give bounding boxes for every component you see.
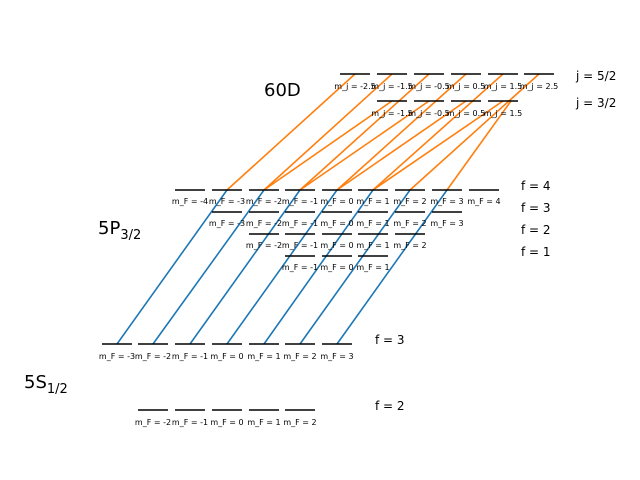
m-label: m_F = 2 <box>393 219 426 228</box>
m-label: m_F = 0 <box>210 418 243 427</box>
orange-transition-line <box>409 73 540 191</box>
orange-transitions <box>226 73 540 191</box>
m-label: m_F = -1 <box>282 263 318 272</box>
f-label: f = 4 <box>521 179 551 193</box>
m-label: m_F = 0 <box>320 219 353 228</box>
m-label: m_F = -2 <box>135 352 171 361</box>
blue-transition-line <box>189 189 301 345</box>
m-label: m_F = 2 <box>283 418 316 427</box>
m-label: m_F = 1 <box>247 352 280 361</box>
m-label: m_j = -2.5 <box>334 82 375 91</box>
orange-transition-line <box>299 73 430 191</box>
f-label: f = 2 <box>521 223 551 237</box>
d-j52-levels: m_j = -2.5 m_j = -1.5 m_j = -0.5 m_j = 0… <box>334 69 616 91</box>
m-label: m_F = -3 <box>209 219 245 228</box>
p-f2-levels: m_F = -2 m_F = -1 m_F = 0 m_F = 1 m_F = … <box>246 223 551 250</box>
m-label: m_F = -3 <box>209 197 245 206</box>
orange-transition-line <box>372 73 504 191</box>
m-label: m_F = 1 <box>356 197 389 206</box>
orange-transition-line <box>226 73 356 191</box>
m-label: m_F = 2 <box>393 241 426 250</box>
j-label: j = 3/2 <box>575 96 616 110</box>
f-label: f = 3 <box>521 201 551 215</box>
m-label: m_F = -2 <box>135 418 171 427</box>
blue-transition-line <box>152 189 265 345</box>
m-label: m_j = -0.5 <box>408 82 449 91</box>
f-label: f = 3 <box>375 333 405 347</box>
orange-transition-line <box>299 100 430 191</box>
m-label: m_F = 1 <box>356 219 389 228</box>
m-label: m_F = -2 <box>246 241 282 250</box>
m-label: m_F = 1 <box>356 263 389 272</box>
m-label: m_F = 3 <box>430 219 463 228</box>
m-label: m_F = 2 <box>393 197 426 206</box>
orange-transition-line <box>336 73 467 191</box>
d-j32-levels: m_j = -1.5 m_j = -0.5 m_j = 0.5 m_j = 1.… <box>371 96 616 118</box>
state-label-5s: 5S1/2 <box>24 372 68 397</box>
f-label: f = 2 <box>375 399 405 413</box>
m-label: m_F = 3 <box>430 197 463 206</box>
m-label: m_j = 0.5 <box>447 82 486 91</box>
state-label-60d: 60D <box>264 80 301 101</box>
j-label: j = 5/2 <box>575 69 616 83</box>
m-label: m_F = 3 <box>320 352 353 361</box>
orange-transition-line <box>446 100 512 191</box>
orange-transition-line <box>263 73 393 191</box>
m-label: m_F = 1 <box>247 418 280 427</box>
m-label: m_F = -2 <box>246 197 282 206</box>
m-label: m_F = 0 <box>320 263 353 272</box>
m-label: m_j = -1.5 <box>371 109 412 118</box>
blue-transition-line <box>299 189 411 345</box>
m-label: m_j = 0.5 <box>447 109 486 118</box>
ground-f3-levels: m_F = -3 m_F = -2 m_F = -1 m_F = 0 m_F =… <box>99 333 405 361</box>
orange-transition-line <box>263 100 393 191</box>
m-label: m_F = 0 <box>210 352 243 361</box>
m-label: m_F = -1 <box>282 241 318 250</box>
m-label: m_j = 1.5 <box>484 82 523 91</box>
f-label: f = 1 <box>521 245 551 259</box>
m-label: m_F = -1 <box>282 219 318 228</box>
orange-transition-line <box>336 100 467 191</box>
m-label: m_j = 2.5 <box>520 82 559 91</box>
m-label: m_F = 2 <box>283 352 316 361</box>
m-label: m_F = 1 <box>356 241 389 250</box>
m-label: m_F = -1 <box>172 418 208 427</box>
m-label: m_F = -1 <box>172 352 208 361</box>
m-label: m_F = -2 <box>246 219 282 228</box>
m-label: m_j = -0.5 <box>408 109 449 118</box>
blue-transition-line <box>226 189 338 345</box>
blue-transition-line <box>116 189 228 345</box>
m-label: m_F = 0 <box>320 197 353 206</box>
p-f1-levels: m_F = -1 m_F = 0 m_F = 1 f = 1 <box>282 245 551 272</box>
m-label: m_F = -1 <box>282 197 318 206</box>
orange-transition-line <box>372 100 504 191</box>
m-label: m_F = 0 <box>320 241 353 250</box>
blue-transition-line <box>336 189 448 345</box>
blue-transitions <box>116 189 448 345</box>
m-label: m_F = 4 <box>467 197 500 206</box>
p-f3-levels: m_F = -3 m_F = -2 m_F = -1 m_F = 0 m_F =… <box>209 201 551 228</box>
m-label: m_j = 1.5 <box>484 109 523 118</box>
blue-transition-line <box>263 189 374 345</box>
p-f4-levels: m_F = -4 m_F = -3 m_F = -2 m_F = -1 m_F … <box>172 179 551 206</box>
m-label: m_F = -3 <box>99 352 135 361</box>
m-label: m_j = -1.5 <box>371 82 412 91</box>
m-label: m_F = -4 <box>172 197 208 206</box>
state-label-5p: 5P3/2 <box>98 218 141 243</box>
ground-f2-levels: m_F = -2 m_F = -1 m_F = 0 m_F = 1 m_F = … <box>135 399 405 427</box>
